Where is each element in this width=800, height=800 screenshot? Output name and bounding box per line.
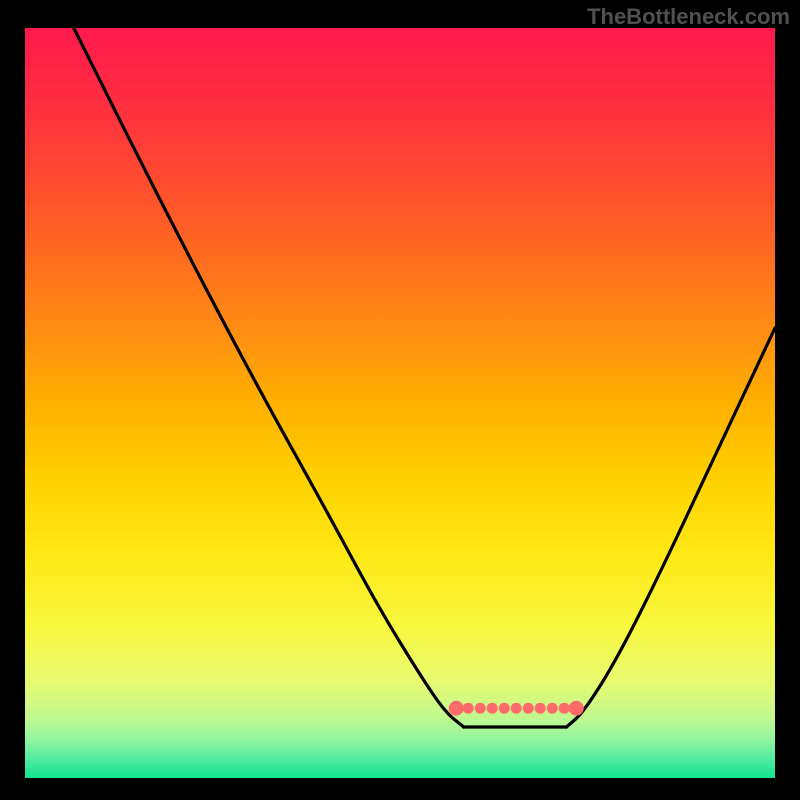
range-marker xyxy=(547,703,558,714)
range-marker xyxy=(449,701,464,716)
range-marker xyxy=(523,703,534,714)
bottleneck-curve xyxy=(25,28,775,778)
chart-canvas: TheBottleneck.com xyxy=(0,0,800,800)
plot-area xyxy=(25,28,775,778)
range-marker xyxy=(463,703,474,714)
range-marker xyxy=(499,703,510,714)
optimal-range-markers xyxy=(449,701,584,716)
range-marker xyxy=(475,703,486,714)
watermark-text: TheBottleneck.com xyxy=(587,4,790,30)
range-marker xyxy=(511,703,522,714)
range-marker xyxy=(535,703,546,714)
range-marker xyxy=(559,703,570,714)
range-marker xyxy=(487,703,498,714)
curve-left-branch xyxy=(74,28,464,727)
curve-right-branch xyxy=(567,328,776,727)
range-marker xyxy=(569,701,584,716)
